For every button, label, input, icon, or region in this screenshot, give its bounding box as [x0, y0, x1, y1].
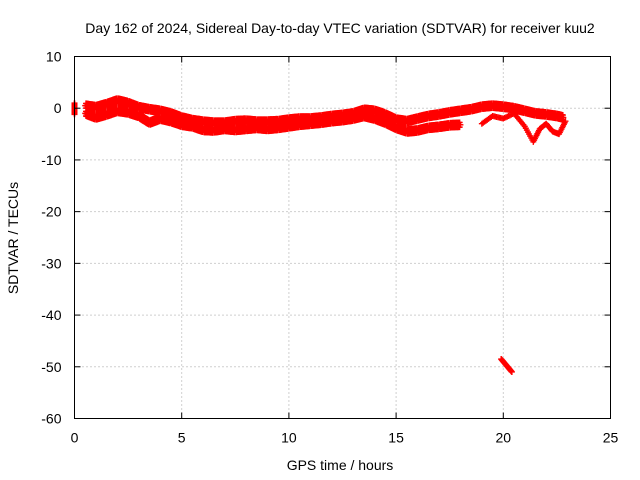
data-point: [508, 368, 515, 375]
x-tick-label: 15: [388, 430, 404, 446]
data-points: [71, 95, 569, 375]
chart-title: Day 162 of 2024, Sidereal Day-to-day VTE…: [85, 20, 595, 36]
y-axis-title: SDTVAR / TECUs: [5, 182, 21, 294]
y-tick-label: -10: [41, 152, 61, 168]
plot-frame: [74, 56, 611, 419]
x-tick-label: 0: [71, 430, 79, 446]
x-tick-label: 10: [281, 430, 297, 446]
x-axis-title: GPS time / hours: [287, 457, 394, 473]
data-point: [457, 121, 464, 128]
y-tick-label: -30: [41, 255, 61, 271]
y-tick-label: 0: [54, 100, 62, 116]
y-tick-label: -60: [41, 411, 61, 427]
x-tick-label: 5: [178, 430, 186, 446]
axis-ticks: 0 5 10 15 20 25 10 0 -10 -20 -30 -40 -50 -60: [41, 49, 618, 446]
y-tick-label: -20: [41, 204, 61, 220]
x-tick-label: 25: [603, 430, 619, 446]
x-tick-label: 20: [496, 430, 512, 446]
y-tick-label: -40: [41, 307, 61, 323]
data-point: [562, 118, 569, 125]
y-tick-label: 10: [46, 49, 62, 65]
data-point: [560, 114, 567, 121]
y-tick-label: -50: [41, 359, 61, 375]
